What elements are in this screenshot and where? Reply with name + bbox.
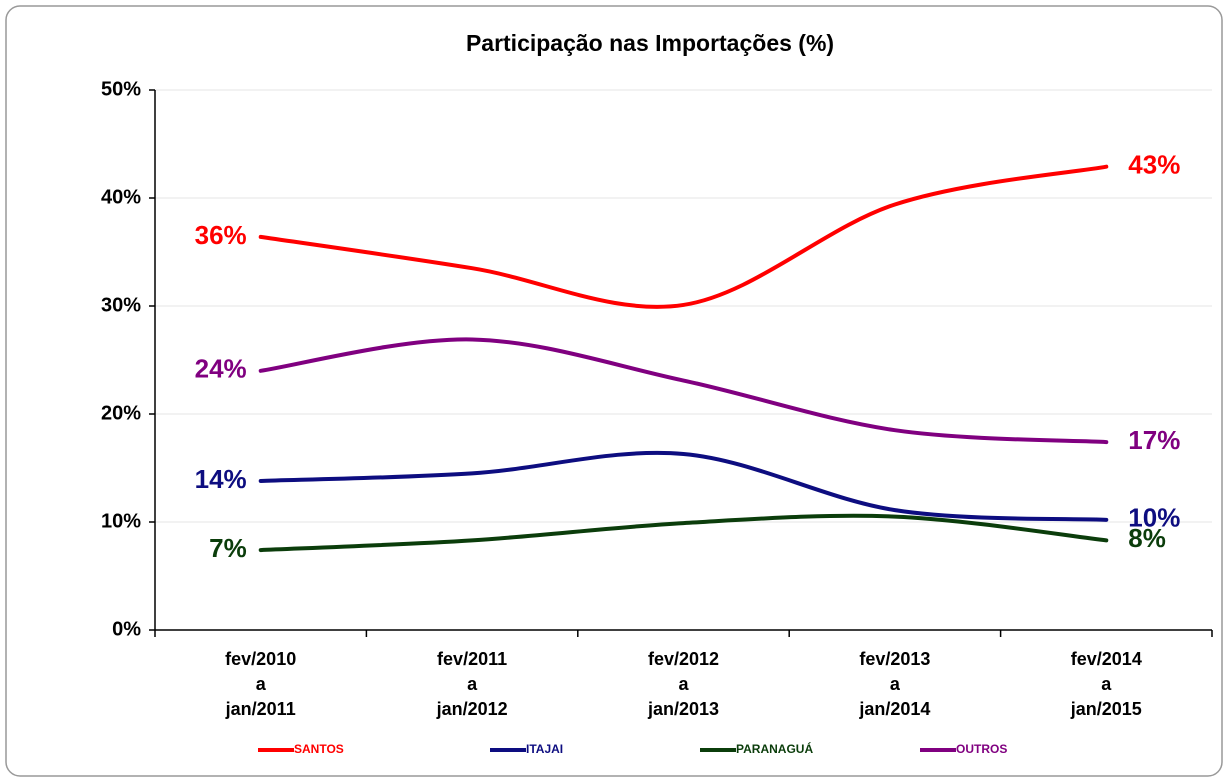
chart-frame: [5, 5, 1223, 777]
data-label: 8%: [1128, 523, 1166, 553]
y-tick-label: 30%: [101, 294, 141, 316]
y-tick-label: 50%: [101, 78, 141, 100]
legend-label: SANTOS: [294, 742, 344, 756]
x-tick-label: fev/2013 a jan/2014: [858, 649, 930, 719]
legend-label: ITAJAI: [526, 742, 563, 756]
y-tick-label: 10%: [101, 510, 141, 532]
data-label: 17%: [1128, 425, 1180, 455]
series-line: [258, 337, 1109, 445]
data-label: 7%: [209, 533, 247, 563]
x-tick-label: fev/2011 a jan/2012: [436, 649, 508, 719]
data-label: 24%: [195, 354, 247, 384]
y-tick-label: 20%: [101, 402, 141, 424]
series-line: [258, 164, 1109, 309]
legend-label: OUTROS: [956, 742, 1007, 756]
series-line: [258, 450, 1109, 522]
y-tick-label: 40%: [101, 186, 141, 208]
chart-title: Participação nas Importações (%): [466, 30, 834, 56]
x-tick-label: fev/2012 a jan/2013: [647, 649, 719, 719]
data-label: 43%: [1128, 150, 1180, 180]
x-tick-label: fev/2010 a jan/2011: [225, 649, 297, 719]
data-label: 10%: [1128, 503, 1180, 533]
series-line: [258, 513, 1109, 553]
x-tick-label: fev/2014 a jan/2015: [1070, 649, 1142, 719]
legend-label: PARANAGUÁ: [736, 741, 813, 756]
data-label: 14%: [195, 464, 247, 494]
data-label: 36%: [195, 220, 247, 250]
y-tick-label: 0%: [112, 618, 141, 640]
